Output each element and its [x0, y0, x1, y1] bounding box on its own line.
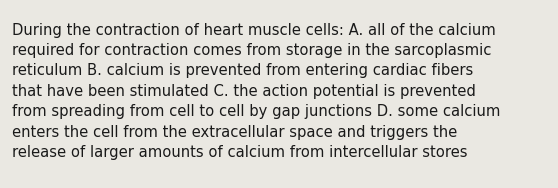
- Text: During the contraction of heart muscle cells: A. all of the calcium
required for: During the contraction of heart muscle c…: [12, 23, 501, 160]
